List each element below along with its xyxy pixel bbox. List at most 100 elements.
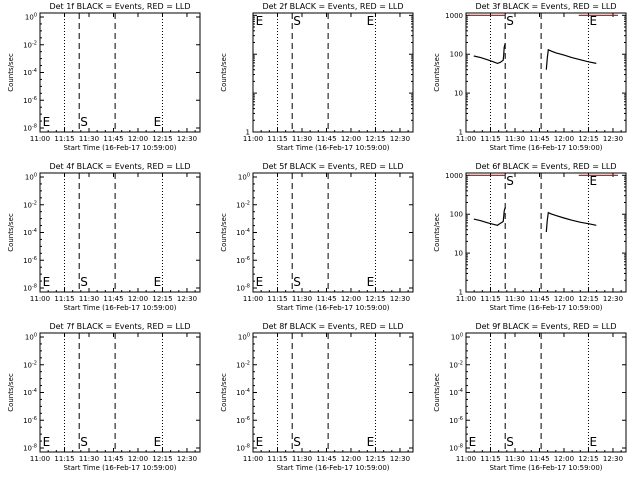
end-marker: E bbox=[154, 115, 162, 129]
y-tick-label: 100 bbox=[451, 333, 463, 342]
x-tick-label: 12:15 bbox=[578, 455, 598, 463]
x-tick-label: 12:30 bbox=[390, 455, 410, 463]
panel-title: Det 4f BLACK = Events, RED = LLD bbox=[49, 162, 190, 171]
end-marker: E bbox=[589, 174, 597, 188]
x-tick-label: 12:00 bbox=[554, 455, 574, 463]
plot-frame bbox=[465, 12, 627, 133]
detector-panel-3: Det 3f BLACK = Events, RED = LLD 11:00 11:… bbox=[433, 2, 627, 152]
x-tick-label: 11:15 bbox=[54, 295, 74, 303]
panel-title: Det 3f BLACK = Events, RED = LLD bbox=[475, 2, 616, 11]
x-tick-label: 12:15 bbox=[578, 295, 598, 303]
y-tick-label: 10-8 bbox=[23, 284, 37, 293]
x-tick-label: 11:30 bbox=[292, 295, 312, 303]
x-tick-label: 11:15 bbox=[267, 295, 287, 303]
y-axis-label: Counts/sec bbox=[220, 373, 228, 412]
x-tick-label: 12:15 bbox=[578, 135, 598, 143]
x-tick-label: 11:00 bbox=[30, 455, 50, 463]
y-axis-label: Counts/sec bbox=[220, 53, 228, 92]
y-tick-label: 10-2 bbox=[449, 360, 463, 369]
y-tick-label: 10-8 bbox=[23, 124, 37, 133]
detector-panel-4: Det 4f BLACK = Events, RED = LLD 11:00 11:… bbox=[7, 162, 201, 312]
plot-frame bbox=[39, 12, 201, 133]
end-marker: E bbox=[367, 14, 375, 28]
y-tick-label: 10-4 bbox=[23, 228, 37, 237]
events-series-line bbox=[545, 48, 597, 70]
x-tick-label: 11:45 bbox=[316, 455, 336, 463]
y-tick-label: 1000 bbox=[445, 12, 463, 20]
x-axis-label: Start Time (16-Feb-17 10:59:00) bbox=[63, 304, 176, 312]
x-tick-label: 12:15 bbox=[365, 135, 385, 143]
x-tick-label: 12:00 bbox=[128, 295, 148, 303]
x-tick-label: 11:45 bbox=[529, 135, 549, 143]
panel-title: Det 8f BLACK = Events, RED = LLD bbox=[262, 322, 403, 331]
y-tick-label: 10-4 bbox=[236, 228, 250, 237]
x-tick-label: 12:30 bbox=[603, 455, 623, 463]
x-axis-label: Start Time (16-Feb-17 10:59:00) bbox=[276, 304, 389, 312]
end-marker: E bbox=[43, 435, 51, 449]
x-tick-label: 12:30 bbox=[177, 295, 197, 303]
panel-title: Det 6f BLACK = Events, RED = LLD bbox=[475, 162, 616, 171]
x-tick-label: 12:30 bbox=[603, 135, 623, 143]
end-marker: E bbox=[154, 435, 162, 449]
y-tick-label: 10-2 bbox=[23, 200, 37, 209]
y-tick-label: 100 bbox=[25, 13, 37, 22]
x-tick-label: 12:00 bbox=[554, 135, 574, 143]
x-tick-label: 11:15 bbox=[480, 295, 500, 303]
x-tick-label: 11:30 bbox=[505, 295, 525, 303]
x-tick-label: 11:45 bbox=[103, 135, 123, 143]
y-axis-label: Counts/sec bbox=[433, 53, 441, 92]
start-marker: S bbox=[506, 14, 514, 28]
x-tick-label: 11:45 bbox=[529, 295, 549, 303]
x-tick-label: 11:15 bbox=[480, 135, 500, 143]
plot-frame bbox=[252, 332, 414, 453]
x-tick-label: 12:15 bbox=[365, 295, 385, 303]
y-tick-label: 10-8 bbox=[236, 444, 250, 453]
start-marker: S bbox=[80, 275, 88, 289]
y-tick-label: 10-2 bbox=[236, 200, 250, 209]
y-tick-label: 10-6 bbox=[449, 416, 463, 425]
x-axis-label: Start Time (16-Feb-17 10:59:00) bbox=[489, 464, 602, 472]
end-marker: E bbox=[154, 275, 162, 289]
x-tick-label: 11:30 bbox=[292, 135, 312, 143]
x-tick-label: 11:00 bbox=[456, 135, 476, 143]
detector-panel-9: Det 9f BLACK = Events, RED = LLD 11:00 11:… bbox=[433, 322, 627, 472]
x-tick-label: 12:30 bbox=[177, 455, 197, 463]
end-marker: E bbox=[367, 275, 375, 289]
x-tick-label: 11:30 bbox=[505, 135, 525, 143]
x-tick-label: 12:00 bbox=[554, 295, 574, 303]
x-tick-label: 12:30 bbox=[177, 135, 197, 143]
start-marker: S bbox=[293, 14, 301, 28]
y-tick-label: 10-8 bbox=[236, 284, 250, 293]
end-marker: E bbox=[256, 435, 264, 449]
end-marker: E bbox=[367, 435, 375, 449]
x-tick-label: 12:00 bbox=[128, 455, 148, 463]
x-tick-label: 11:30 bbox=[79, 295, 99, 303]
end-marker: E bbox=[589, 435, 597, 449]
y-tick-label: 10-4 bbox=[449, 388, 463, 397]
start-marker: S bbox=[506, 435, 514, 449]
x-axis-label: Start Time (16-Feb-17 10:59:00) bbox=[63, 144, 176, 152]
plot-frame bbox=[252, 12, 414, 133]
x-tick-label: 12:30 bbox=[390, 295, 410, 303]
detector-panel-5: Det 5f BLACK = Events, RED = LLD 11:00 11:… bbox=[220, 162, 414, 312]
x-tick-label: 12:15 bbox=[365, 455, 385, 463]
panel-title: Det 2f BLACK = Events, RED = LLD bbox=[262, 2, 403, 11]
start-marker: S bbox=[80, 435, 88, 449]
start-marker: S bbox=[293, 435, 301, 449]
detector-panel-1: Det 1f BLACK = Events, RED = LLD 11:00 11:… bbox=[7, 2, 201, 152]
x-axis-label: Start Time (16-Feb-17 10:59:00) bbox=[489, 144, 602, 152]
y-axis-label: Counts/sec bbox=[433, 373, 441, 412]
x-tick-label: 12:15 bbox=[152, 135, 172, 143]
y-tick-label: 100 bbox=[238, 333, 250, 342]
end-marker: E bbox=[469, 435, 477, 449]
y-tick-label: 10-6 bbox=[23, 96, 37, 105]
y-tick-label: 10 bbox=[454, 250, 463, 258]
y-tick-label: 10-2 bbox=[23, 360, 37, 369]
x-tick-label: 11:30 bbox=[79, 455, 99, 463]
y-tick-label: 1 bbox=[459, 129, 463, 137]
y-tick-label: 100 bbox=[25, 333, 37, 342]
y-tick-label: 1000 bbox=[445, 172, 463, 180]
y-tick-label: 100 bbox=[238, 173, 250, 182]
x-tick-label: 11:45 bbox=[316, 135, 336, 143]
